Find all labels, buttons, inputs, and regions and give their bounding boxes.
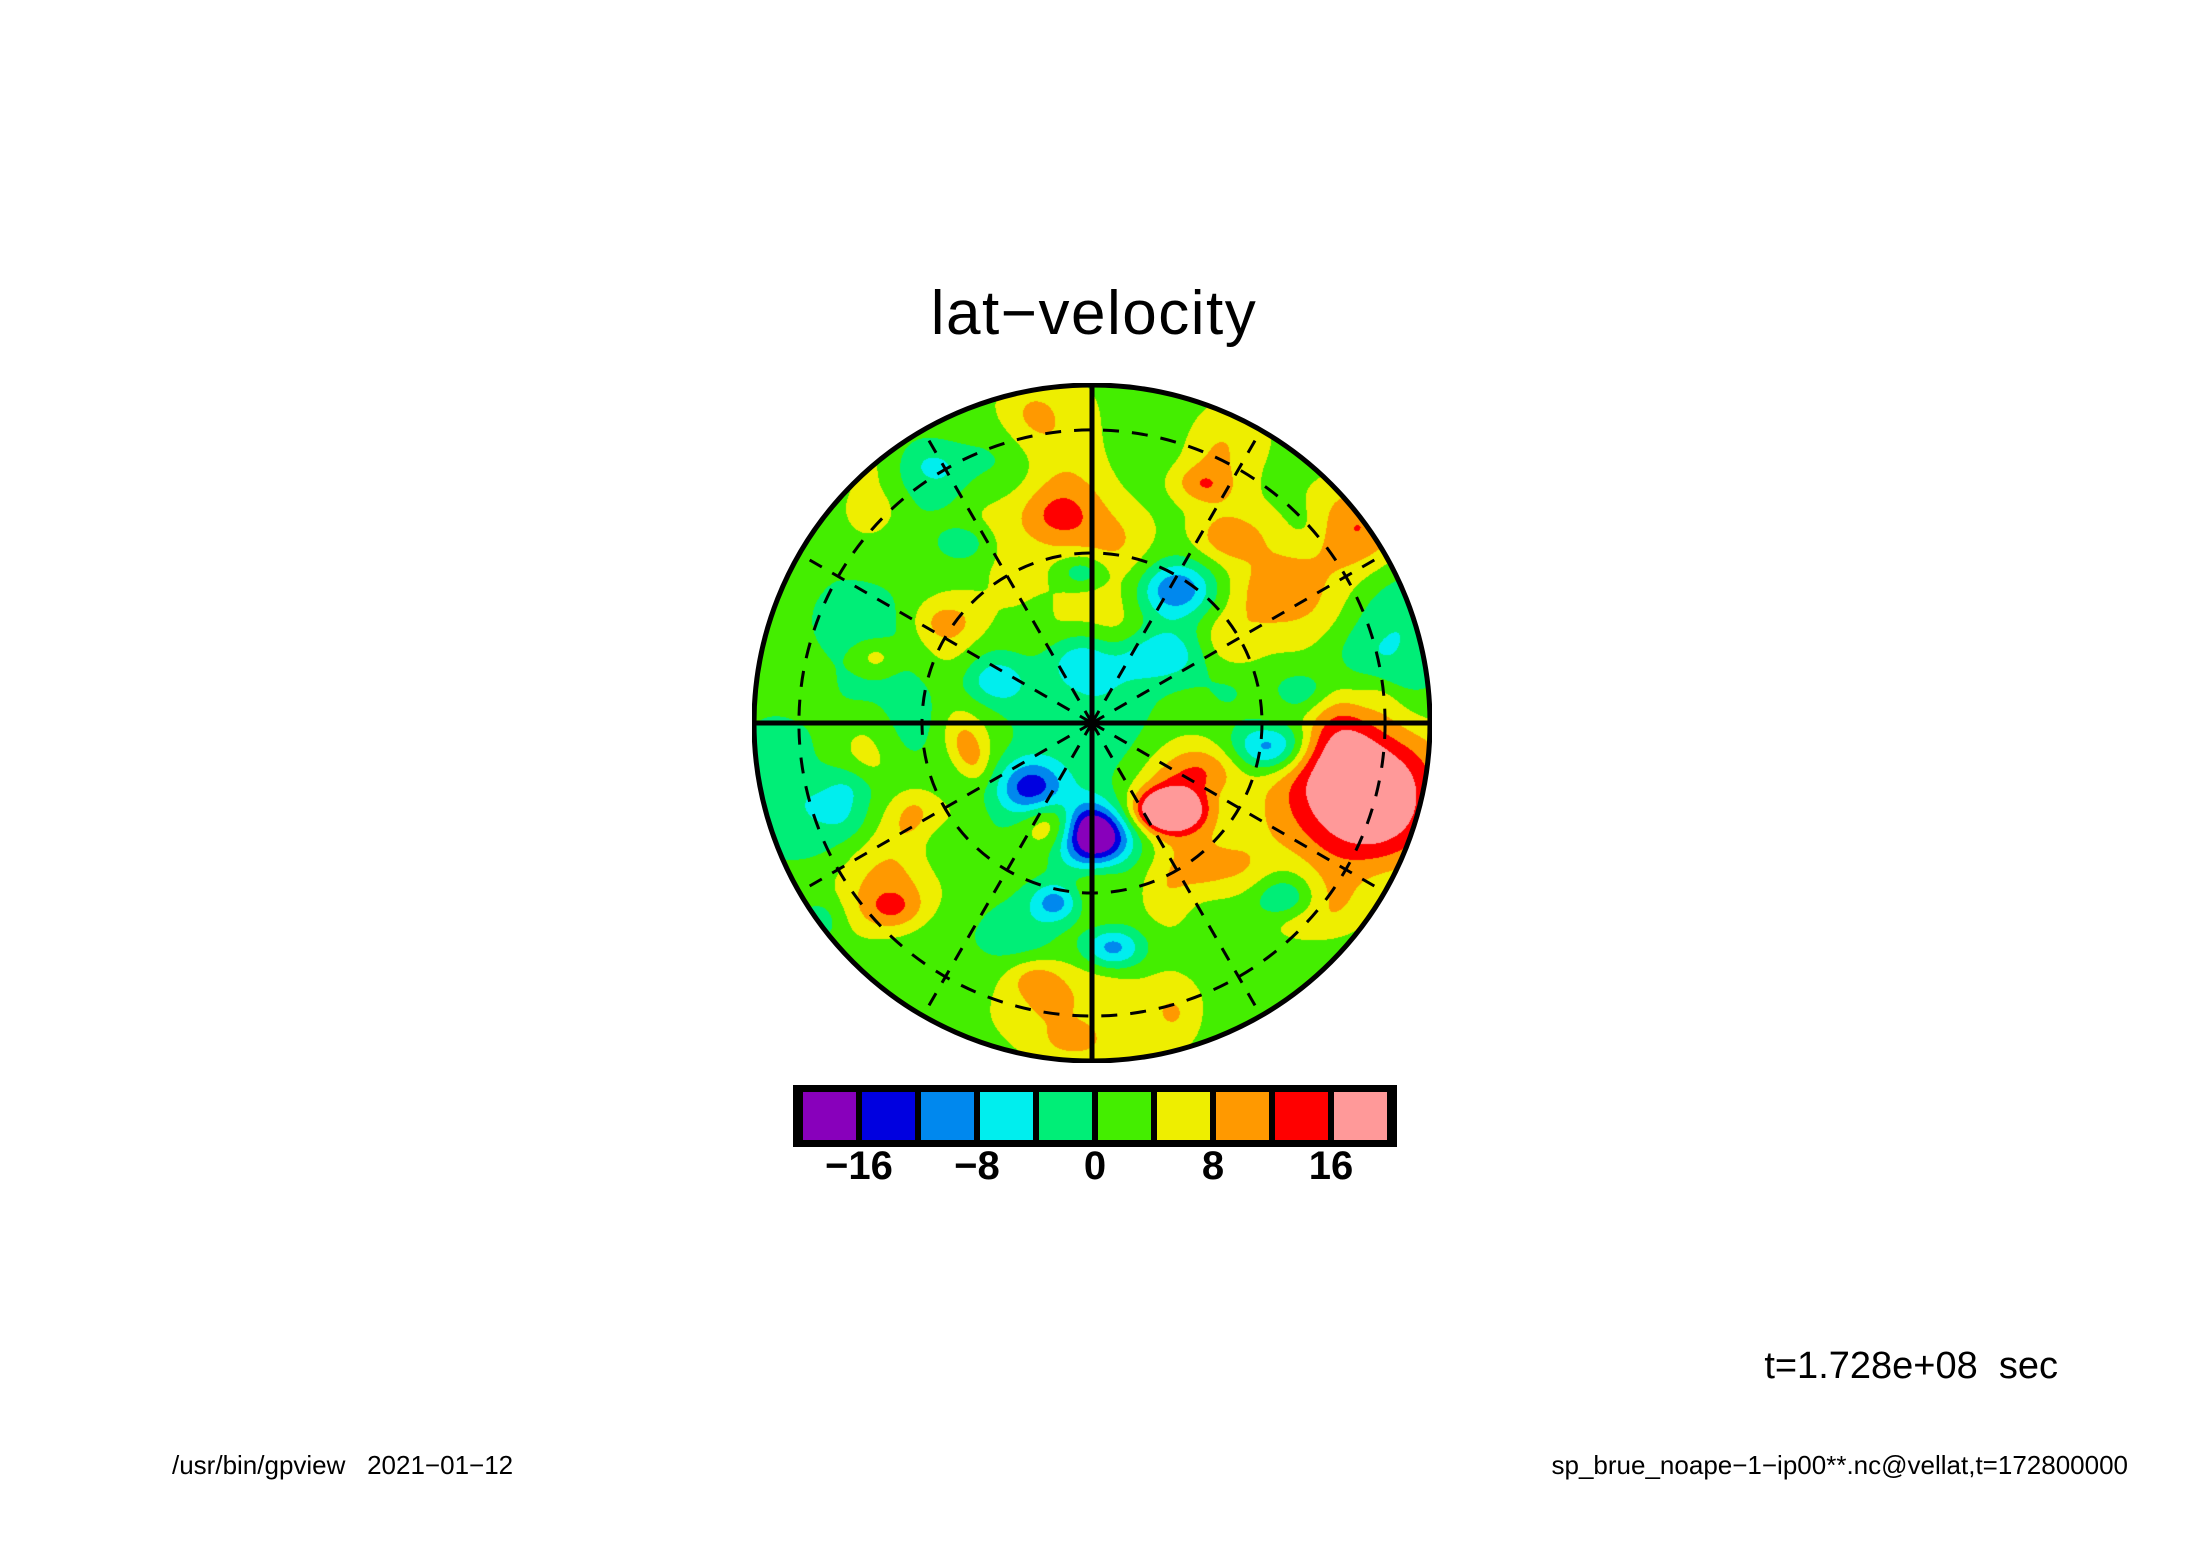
colorbar-cell bbox=[1154, 1092, 1213, 1140]
colorbar-cell bbox=[1272, 1092, 1331, 1140]
colorbar-cell bbox=[977, 1092, 1036, 1140]
page-title: lat−velocity bbox=[930, 279, 1258, 348]
footer-command-date: /usr/bin/gpview 2021−01−12 bbox=[172, 1450, 514, 1480]
colorbar-tick-label: 8 bbox=[1201, 1144, 1225, 1188]
colorbar-tick-label: 16 bbox=[1308, 1144, 1354, 1188]
colorbar: −16 −8 0 8 16 bbox=[793, 1085, 1397, 1192]
colorbar-tick-label: −8 bbox=[954, 1144, 1000, 1188]
colorbar-cell bbox=[918, 1092, 977, 1140]
polar-plot-svg bbox=[752, 383, 1432, 1063]
colorbar-cell bbox=[1036, 1092, 1095, 1140]
graticule-latitude-circle bbox=[920, 551, 1264, 895]
colorbar-tick-label: −16 bbox=[825, 1144, 893, 1188]
colorbar-cell bbox=[800, 1092, 859, 1140]
colorbar-cells bbox=[800, 1092, 1390, 1140]
time-annotation: t=1.728e+08 sec bbox=[1764, 1345, 2058, 1387]
footer-dataset-source: sp_brue_noape−1−ip00**.nc@vellat,t=17280… bbox=[1551, 1450, 2128, 1480]
colorbar-tick-label: 0 bbox=[1083, 1144, 1107, 1188]
graticule-latitude-circle bbox=[797, 428, 1387, 1018]
colorbar-cell bbox=[859, 1092, 918, 1140]
colorbar-cell bbox=[1095, 1092, 1154, 1140]
graticule-meridian-line bbox=[1090, 427, 1264, 724]
map-boundary-circle bbox=[752, 383, 1432, 1063]
colorbar-tick-labels: −16 −8 0 8 16 bbox=[800, 1144, 1390, 1192]
colorbar-cell bbox=[1213, 1092, 1272, 1140]
polar-contour-plot bbox=[752, 383, 1432, 1063]
colorbar-cell bbox=[1331, 1092, 1390, 1140]
